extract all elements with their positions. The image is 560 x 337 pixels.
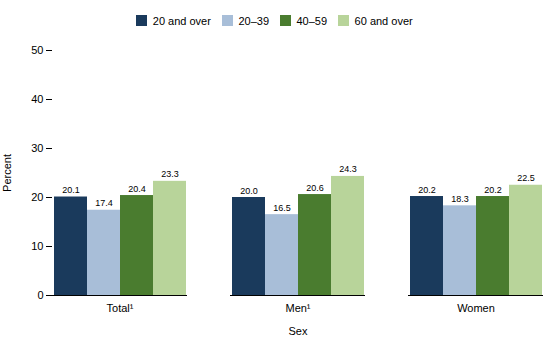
svg-text:20.2: 20.2 [418, 185, 436, 195]
svg-text:17.4: 17.4 [95, 198, 113, 208]
html-text:20 and over: 20 and over [152, 14, 211, 27]
svg-text:20.2: 20.2 [484, 185, 502, 195]
svg-text:20.0: 20.0 [240, 186, 258, 196]
svg-text:20.4: 20.4 [128, 184, 146, 194]
svg-text:23.3: 23.3 [161, 169, 179, 179]
svg-text:Total¹: Total¹ [107, 302, 134, 314]
svg-text:30: 30 [31, 142, 43, 154]
html-text:40–59: 40–59 [296, 14, 328, 27]
svg-text:Percent: Percent [1, 154, 13, 192]
svg-text:20.1: 20.1 [62, 185, 80, 195]
html-text:60 and over: 60 and over [354, 14, 413, 27]
svg-text:10: 10 [31, 240, 43, 252]
svg-text:20: 20 [31, 191, 43, 203]
svg-text:0: 0 [37, 289, 43, 301]
svg-text:Women: Women [457, 302, 495, 314]
svg-text:Sex: Sex [289, 325, 308, 337]
svg-text:24.3: 24.3 [339, 164, 357, 174]
svg-text:18.3: 18.3 [451, 194, 469, 204]
svg-text:40: 40 [31, 93, 43, 105]
svg-text:16.5: 16.5 [273, 203, 291, 213]
svg-text:50: 50 [31, 44, 43, 56]
html-text:20–39: 20–39 [238, 14, 269, 27]
svg-text:20.6: 20.6 [306, 183, 324, 193]
svg-text:22.5: 22.5 [517, 173, 535, 183]
svg-text:Men¹: Men¹ [285, 302, 310, 314]
